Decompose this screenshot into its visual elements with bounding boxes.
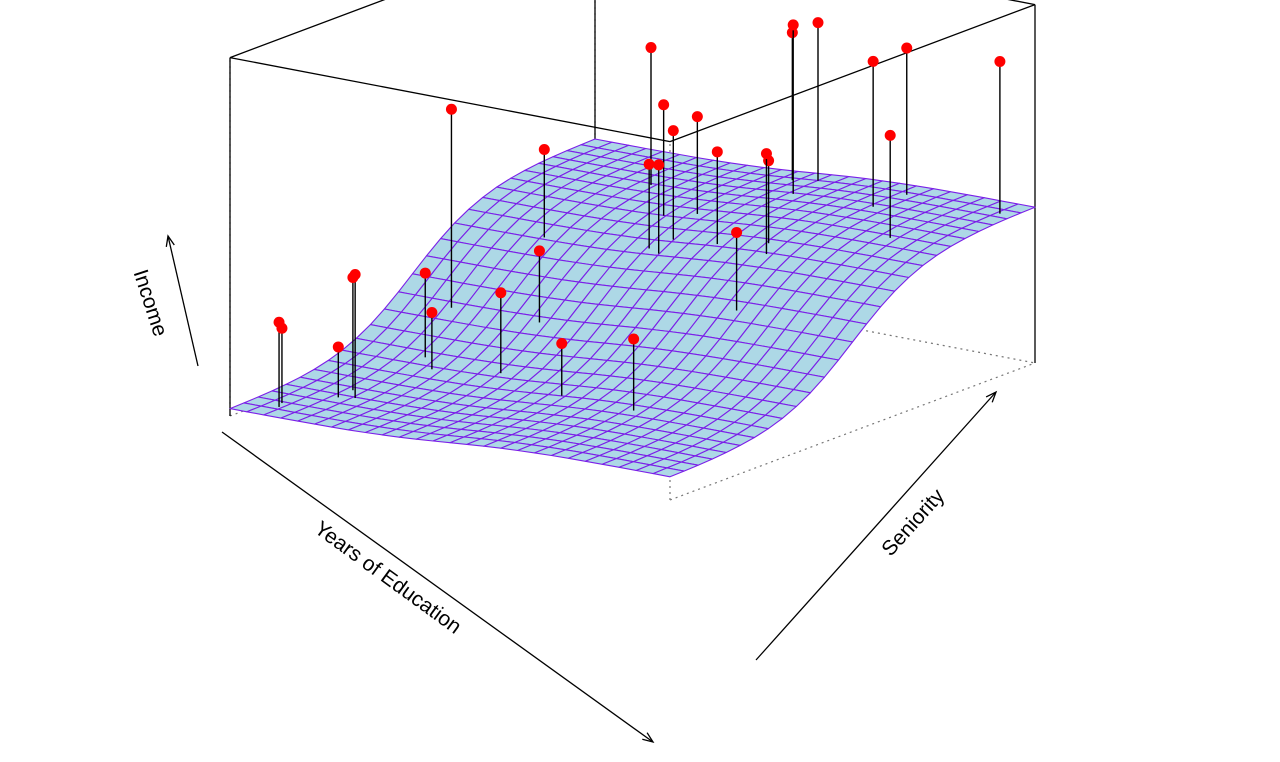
data-point — [760, 148, 772, 160]
y-axis-arrow — [755, 391, 997, 661]
box-edge — [229, 56, 671, 143]
data-point — [787, 19, 799, 31]
data-point — [867, 55, 879, 67]
data-points — [273, 17, 1006, 411]
x-axis-label: Years of Education — [310, 517, 466, 639]
data-point — [332, 341, 344, 353]
box-edge-hidden — [669, 362, 1036, 501]
data-point — [658, 99, 670, 111]
y-axis-arrow-head — [985, 390, 998, 403]
data-point — [901, 42, 913, 54]
x-axis-arrow-head — [642, 732, 655, 744]
data-point — [426, 307, 438, 319]
data-point — [533, 245, 545, 257]
data-point — [812, 17, 824, 29]
data-point — [711, 146, 723, 158]
x-axis-arrow — [221, 431, 654, 743]
axis-arrows — [165, 234, 998, 744]
data-point — [653, 159, 665, 171]
surface-cell — [652, 467, 685, 478]
z-axis-label: Income — [129, 267, 172, 340]
y-axis-label: Seniority — [877, 484, 949, 560]
z-axis-arrow-head — [165, 234, 175, 248]
data-point — [667, 125, 679, 137]
data-point — [994, 56, 1006, 67]
box-edge — [669, 3, 1036, 143]
data-point — [628, 333, 640, 345]
data-point — [495, 287, 507, 299]
box-edge — [229, 0, 386, 59]
data-point — [347, 271, 359, 283]
data-point — [556, 338, 568, 350]
data-point — [445, 103, 457, 115]
data-point — [691, 111, 703, 123]
data-point — [538, 143, 550, 155]
data-point — [419, 267, 431, 279]
data-point — [645, 42, 657, 54]
data-point — [731, 226, 743, 238]
regression-surface — [229, 138, 1036, 478]
data-point — [643, 158, 655, 170]
z-axis-arrow — [167, 235, 199, 367]
data-point — [276, 322, 288, 334]
data-point — [884, 129, 896, 141]
box-edge — [1007, 0, 1036, 6]
